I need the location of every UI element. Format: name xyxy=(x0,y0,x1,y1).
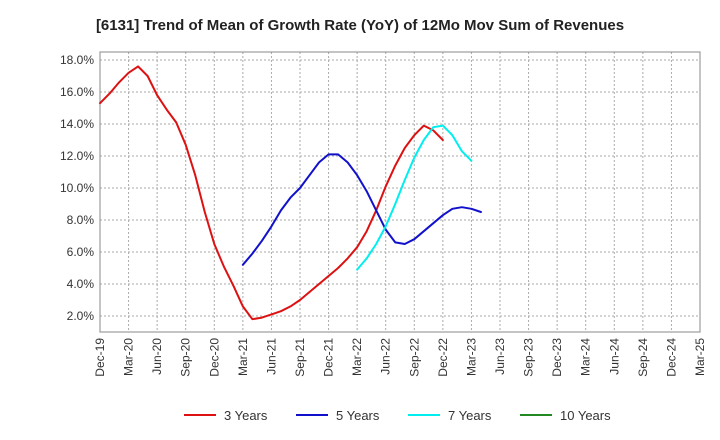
x-tick-label: Mar-21 xyxy=(236,338,250,376)
x-tick-label: Dec-22 xyxy=(436,338,450,377)
y-tick-label: 6.0% xyxy=(67,245,95,259)
y-tick-label: 8.0% xyxy=(67,213,95,227)
x-tick-label: Jun-22 xyxy=(379,338,393,375)
y-tick-label: 2.0% xyxy=(67,309,95,323)
y-axis: 2.0% 4.0% 6.0% 8.0% 10.0% 12.0% 14.0% 16.0% 18.0… xyxy=(60,53,94,323)
x-tick-label: Mar-22 xyxy=(350,338,364,376)
x-tick-label: Sep-21 xyxy=(293,338,307,377)
chart-title: [6131] Trend of Mean of Growth Rate (YoY… xyxy=(96,17,624,34)
series-line-7-years xyxy=(356,124,473,271)
x-tick-label: Sep-23 xyxy=(522,338,536,377)
plot-area xyxy=(99,51,701,333)
legend-label: 7 Years xyxy=(448,408,492,423)
y-tick-label: 16.0% xyxy=(60,85,94,99)
legend-label: 10 Years xyxy=(560,408,611,423)
y-tick-label: 14.0% xyxy=(60,117,94,131)
x-tick-label: Mar-20 xyxy=(122,338,136,376)
x-tick-label: Jun-21 xyxy=(264,338,278,375)
x-tick-label: Dec-20 xyxy=(207,338,221,377)
series-line-5-years xyxy=(241,153,482,266)
x-tick-label: Sep-24 xyxy=(636,338,650,377)
x-tick-label: Jun-24 xyxy=(607,338,621,375)
x-tick-label: Dec-23 xyxy=(550,338,564,377)
legend-label: 5 Years xyxy=(336,408,380,423)
legend: 3 Years 5 Years 7 Years 10 Years xyxy=(184,408,611,423)
x-tick-label: Dec-21 xyxy=(322,338,336,377)
legend-label: 3 Years xyxy=(224,408,268,423)
x-tick-label: Jun-20 xyxy=(150,338,164,375)
y-tick-label: 10.0% xyxy=(60,181,94,195)
x-tick-label: Jun-23 xyxy=(493,338,507,375)
x-tick-label: Sep-22 xyxy=(407,338,421,377)
x-tick-label: Mar-23 xyxy=(464,338,478,376)
series-line-3-years xyxy=(99,65,444,321)
x-tick-label: Mar-24 xyxy=(579,338,593,376)
series-lines xyxy=(99,65,482,321)
y-tick-label: 4.0% xyxy=(67,277,95,291)
y-tick-label: 18.0% xyxy=(60,53,94,67)
x-tick-label: Sep-20 xyxy=(179,338,193,377)
x-tick-label: Dec-24 xyxy=(664,338,678,377)
x-tick-label: Mar-25 xyxy=(693,338,707,376)
x-tick-label: Dec-19 xyxy=(93,338,107,377)
y-tick-label: 12.0% xyxy=(60,149,94,163)
x-axis: Dec-19 Mar-20 Jun-20 Sep-20 Dec-20 Mar-21 Jun-… xyxy=(93,338,707,377)
